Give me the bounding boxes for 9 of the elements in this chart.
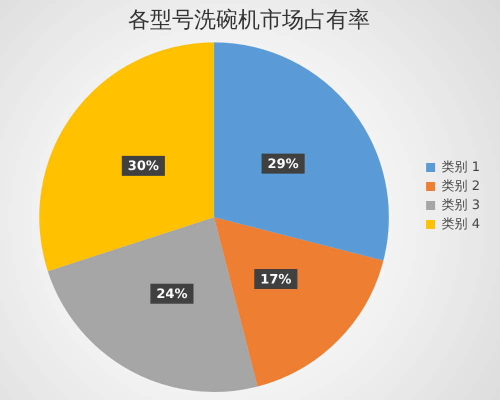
data-label: 29%	[268, 157, 299, 172]
legend-label: 类别 4	[442, 216, 480, 232]
data-label: 30%	[128, 159, 159, 174]
legend-label: 类别 1	[442, 160, 480, 175]
data-label: 17%	[260, 272, 292, 288]
legend-label: 类别 3	[442, 198, 480, 213]
data-label: 24%	[156, 287, 188, 302]
chart-title: 各型号洗碗机市场占有率	[128, 8, 370, 33]
legend-label: 类别 2	[442, 178, 480, 194]
